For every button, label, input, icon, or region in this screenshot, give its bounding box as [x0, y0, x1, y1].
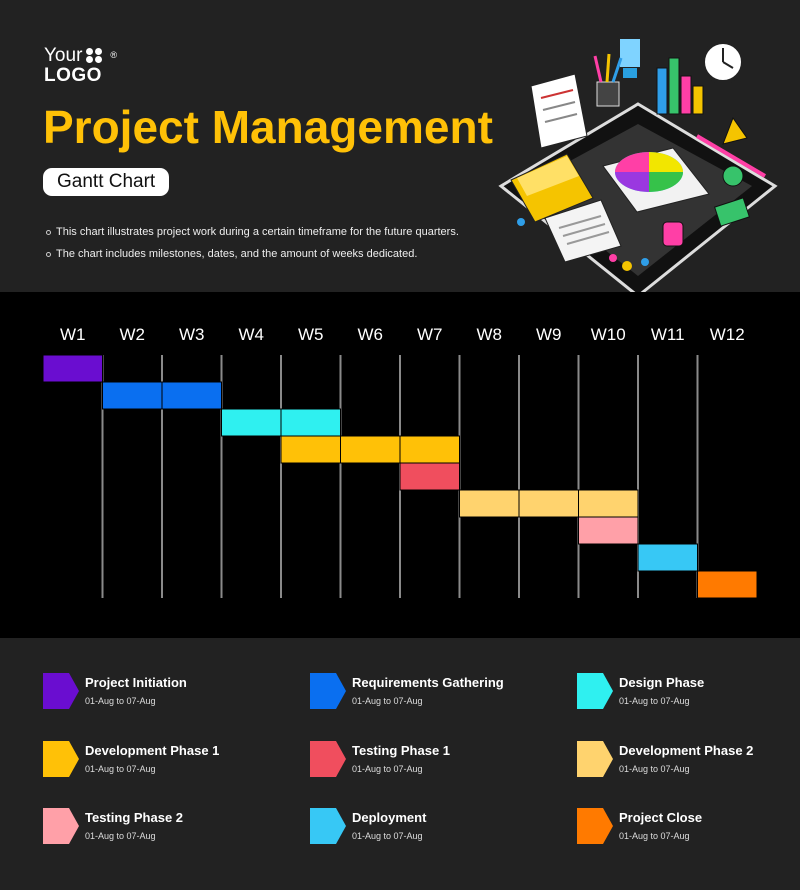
pie-chart-icon: [615, 152, 683, 192]
legend-swatch: [310, 741, 346, 777]
legend-item: Development Phase 2 01-Aug to 07-Aug: [577, 739, 800, 779]
legend-task-name: Project Close: [619, 810, 703, 825]
gantt-chart: W1 W2 W3 W4 W5 W6 W7 W8 W9 W10 W11 W12: [0, 292, 800, 638]
legend-arrow-icon: [43, 673, 79, 709]
legend-task-name: Design Phase: [619, 675, 705, 690]
isometric-desk-illustration: [498, 37, 778, 298]
registered-mark: ®: [110, 50, 118, 60]
gantt-chart-svg: W1 W2 W3 W4 W5 W6 W7 W8 W9 W10 W11 W12: [42, 325, 758, 599]
legend-task-dates: 01-Aug to 07-Aug: [619, 764, 690, 774]
week-label: W10: [591, 325, 626, 344]
legend-task-dates: 01-Aug to 07-Aug: [85, 696, 156, 706]
legend-task-name: Development Phase 1: [85, 743, 220, 758]
legend-arrow-icon: [577, 808, 613, 844]
gantt-bar: [459, 489, 520, 518]
week-label: W2: [120, 325, 146, 344]
description-list: This chart illustrates project work duri…: [46, 226, 459, 270]
week-label: W3: [179, 325, 205, 344]
legend-task-name: Testing Phase 1: [352, 743, 451, 758]
bar-graph-icon: [656, 57, 704, 115]
legend-item: Development Phase 1 01-Aug to 07-Aug: [43, 739, 283, 779]
legend-task-dates: 01-Aug to 07-Aug: [85, 764, 156, 774]
week-label: W4: [239, 325, 265, 344]
gantt-bar: [399, 435, 460, 464]
gantt-bar: [280, 408, 341, 437]
week-label: W5: [298, 325, 324, 344]
legend-task-name: Development Phase 2: [619, 743, 754, 758]
week-label: W9: [536, 325, 562, 344]
legend-swatch: [43, 741, 79, 777]
legend-arrow-icon: [43, 741, 79, 777]
legend: Project Initiation 01-Aug to 07-Aug Requir…: [0, 638, 800, 890]
legend-arrow-icon: [577, 741, 613, 777]
legend-swatch: [577, 673, 613, 709]
logo: Your ® LOGO: [44, 46, 117, 85]
legend-item: Testing Phase 1 01-Aug to 07-Aug: [310, 739, 550, 779]
gantt-bar: [518, 489, 579, 518]
gantt-bar: [280, 435, 341, 464]
logo-line1: Your: [44, 45, 83, 66]
logo-line2: LOGO: [44, 65, 102, 86]
legend-arrow-icon: [310, 673, 346, 709]
gantt-bar: [221, 408, 282, 437]
legend-swatch: [310, 673, 346, 709]
legend-task-dates: 01-Aug to 07-Aug: [619, 696, 690, 706]
legend-item: Design Phase 01-Aug to 07-Aug: [577, 671, 800, 711]
gantt-bar: [697, 570, 758, 599]
legend-task-name: Testing Phase 2: [85, 810, 184, 825]
legend-swatch: [43, 808, 79, 844]
gantt-bar: [399, 462, 460, 491]
legend-swatch: [577, 808, 613, 844]
legend-task-dates: 01-Aug to 07-Aug: [352, 696, 423, 706]
legend-arrow-icon: [577, 673, 613, 709]
gantt-bar: [637, 543, 698, 572]
legend-item: Requirements Gathering 01-Aug to 07-Aug: [310, 671, 550, 711]
legend-swatch: [310, 808, 346, 844]
legend-task-name: Requirements Gathering: [352, 675, 504, 690]
week-label: W11: [651, 325, 685, 344]
legend-swatch: [577, 741, 613, 777]
legend-arrow-icon: [43, 808, 79, 844]
logo-icon: [86, 47, 104, 64]
legend-task-dates: 01-Aug to 07-Aug: [352, 764, 423, 774]
week-label: W12: [710, 325, 745, 344]
description-bullet: The chart includes milestones, dates, an…: [46, 248, 459, 260]
gantt-bar: [578, 489, 639, 518]
legend-item: Project Close 01-Aug to 07-Aug: [577, 806, 800, 846]
legend-task-dates: 01-Aug to 07-Aug: [352, 831, 423, 841]
week-label: W7: [417, 325, 443, 344]
subtitle-pill: Gantt Chart: [43, 168, 170, 196]
legend-task-dates: 01-Aug to 07-Aug: [619, 831, 690, 841]
legend-task-name: Deployment: [352, 810, 427, 825]
legend-item: Testing Phase 2 01-Aug to 07-Aug: [43, 806, 283, 846]
legend-task-name: Project Initiation: [85, 675, 187, 690]
page-title: Project Management: [43, 101, 493, 153]
gantt-bar: [578, 516, 639, 545]
legend-arrow-icon: [310, 808, 346, 844]
legend-task-dates: 01-Aug to 07-Aug: [85, 831, 156, 841]
gantt-bar: [340, 435, 401, 464]
legend-item: Project Initiation 01-Aug to 07-Aug: [43, 671, 283, 711]
week-label: W1: [60, 325, 86, 344]
description-bullet: This chart illustrates project work duri…: [46, 226, 459, 238]
legend-swatch: [43, 673, 79, 709]
clock-icon: [701, 40, 745, 84]
gantt-bar: [102, 381, 163, 410]
gantt-bar: [161, 381, 222, 410]
week-label: W6: [358, 325, 384, 344]
week-label: W8: [477, 325, 503, 344]
header: Your ® LOGO Project Management Gantt Cha…: [0, 0, 800, 298]
legend-arrow-icon: [310, 741, 346, 777]
legend-item: Deployment 01-Aug to 07-Aug: [310, 806, 550, 846]
gantt-bar: [42, 354, 103, 383]
